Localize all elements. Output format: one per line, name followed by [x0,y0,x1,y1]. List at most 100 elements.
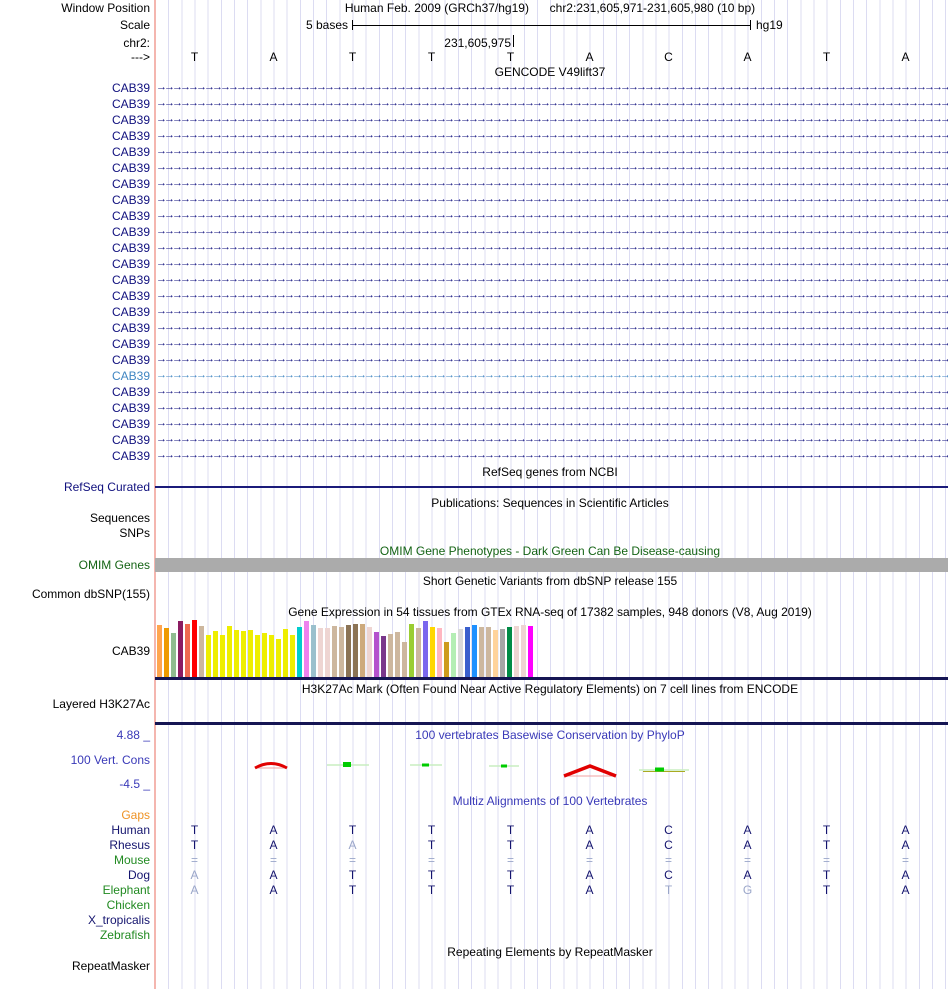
gtex-tissue-bar[interactable] [234,630,239,677]
gtex-tissue-bar[interactable] [192,620,197,677]
gtex-tissue-bar[interactable] [325,628,330,677]
gencode-gene-label[interactable]: CAB39 [111,449,150,463]
gtex-tissue-bar[interactable] [332,626,337,677]
gtex-tissue-bar[interactable] [318,628,323,677]
transcript-direction-arrows[interactable]: →→→→→→→→→→→→→→→→→→→→→→→→→→→→→→→→→→→→→→→→… [156,305,948,317]
omim-genes-label[interactable]: OMIM Genes [78,558,150,572]
gencode-gene-label[interactable]: CAB39 [111,241,150,255]
gencode-transcript-row[interactable]: CAB39 →→→→→→→→→→→→→→→→→→→→→→→→→→→→→→→→→→→… [0,416,950,432]
gtex-tissue-bar[interactable] [276,639,281,677]
gtex-tissue-bar[interactable] [528,626,533,677]
transcript-direction-arrows[interactable]: →→→→→→→→→→→→→→→→→→→→→→→→→→→→→→→→→→→→→→→→… [156,145,948,157]
gencode-transcript-row[interactable]: CAB39 →→→→→→→→→→→→→→→→→→→→→→→→→→→→→→→→→→→… [0,256,950,272]
gtex-tissue-bar[interactable] [416,628,421,677]
gtex-tissue-bar[interactable] [255,635,260,677]
conservation-label[interactable]: 100 Vert. Cons [70,753,150,767]
gtex-tissue-bar[interactable] [283,629,288,677]
gencode-transcript-row[interactable]: CAB39 →→→→→→→→→→→→→→→→→→→→→→→→→→→→→→→→→→→… [0,432,950,448]
multiz-species-label-elephant[interactable]: Elephant [102,883,150,897]
gencode-gene-label[interactable]: CAB39 [111,129,150,143]
gtex-tissue-bar[interactable] [521,625,526,677]
gtex-tissue-bar[interactable] [227,626,232,677]
gencode-gene-label[interactable]: CAB39 [111,433,150,447]
gtex-tissue-bar[interactable] [269,635,274,677]
gencode-gene-label[interactable]: CAB39 [111,113,150,127]
refseq-curated-label[interactable]: RefSeq Curated [63,480,150,494]
gencode-transcript-row[interactable]: CAB39 →→→→→→→→→→→→→→→→→→→→→→→→→→→→→→→→→→→… [0,400,950,416]
transcript-direction-arrows[interactable]: →→→→→→→→→→→→→→→→→→→→→→→→→→→→→→→→→→→→→→→→… [156,81,948,93]
gtex-tissue-bar[interactable] [199,626,204,677]
transcript-direction-arrows[interactable]: →→→→→→→→→→→→→→→→→→→→→→→→→→→→→→→→→→→→→→→→… [156,241,948,253]
gtex-tissue-bar[interactable] [241,631,246,677]
gencode-gene-label[interactable]: CAB39 [111,273,150,287]
gtex-tissue-bar[interactable] [290,635,295,677]
gtex-tissue-bar[interactable] [157,625,162,677]
gencode-gene-label[interactable]: CAB39 [111,225,150,239]
gencode-gene-label[interactable]: CAB39 [111,97,150,111]
transcript-direction-arrows[interactable]: →→→→→→→→→→→→→→→→→→→→→→→→→→→→→→→→→→→→→→→→… [156,353,948,365]
transcript-direction-arrows[interactable]: →→→→→→→→→→→→→→→→→→→→→→→→→→→→→→→→→→→→→→→→… [156,97,948,109]
gencode-gene-label[interactable]: CAB39 [111,145,150,159]
gencode-gene-label[interactable]: CAB39 [111,209,150,223]
gtex-tissue-bar[interactable] [346,625,351,677]
gencode-gene-label[interactable]: CAB39 [111,353,150,367]
gtex-tissue-bar[interactable] [465,627,470,677]
transcript-direction-arrows[interactable]: →→→→→→→→→→→→→→→→→→→→→→→→→→→→→→→→→→→→→→→→… [156,129,948,141]
gtex-tissue-bar[interactable] [423,621,428,677]
gtex-tissue-bar[interactable] [458,629,463,677]
gencode-transcript-row[interactable]: CAB39 →→→→→→→→→→→→→→→→→→→→→→→→→→→→→→→→→→→… [0,336,950,352]
multiz-alignment-row-mouse[interactable]: = = = = = = = = = = [155,853,945,867]
multiz-species-label-gaps[interactable]: Gaps [121,808,150,822]
gtex-tissue-bar[interactable] [304,621,309,677]
transcript-direction-arrows[interactable]: →→→→→→→→→→→→→→→→→→→→→→→→→→→→→→→→→→→→→→→→… [156,369,948,381]
gtex-tissue-bar[interactable] [451,633,456,677]
gtex-tissue-bar[interactable] [493,630,498,677]
gtex-tissue-bar[interactable] [381,636,386,677]
gtex-expression-barchart[interactable] [155,620,945,677]
gencode-gene-label[interactable]: CAB39 [111,401,150,415]
transcript-direction-arrows[interactable]: →→→→→→→→→→→→→→→→→→→→→→→→→→→→→→→→→→→→→→→→… [156,177,948,189]
gencode-transcript-row[interactable]: CAB39 →→→→→→→→→→→→→→→→→→→→→→→→→→→→→→→→→→→… [0,128,950,144]
gencode-gene-label[interactable]: CAB39 [111,305,150,319]
gencode-transcript-row[interactable]: CAB39 →→→→→→→→→→→→→→→→→→→→→→→→→→→→→→→→→→→… [0,272,950,288]
gencode-gene-label[interactable]: CAB39 [111,193,150,207]
multiz-species-label-zebrafish[interactable]: Zebrafish [99,928,150,942]
gencode-transcript-row[interactable]: CAB39 →→→→→→→→→→→→→→→→→→→→→→→→→→→→→→→→→→→… [0,192,950,208]
gtex-tissue-bar[interactable] [311,625,316,677]
gtex-tissue-bar[interactable] [171,633,176,677]
gtex-tissue-bar[interactable] [486,627,491,677]
transcript-direction-arrows[interactable]: →→→→→→→→→→→→→→→→→→→→→→→→→→→→→→→→→→→→→→→→… [156,273,948,285]
transcript-direction-arrows[interactable]: →→→→→→→→→→→→→→→→→→→→→→→→→→→→→→→→→→→→→→→→… [156,449,948,461]
gtex-gene-label[interactable]: CAB39 [111,644,150,658]
gencode-transcript-row[interactable]: CAB39 →→→→→→→→→→→→→→→→→→→→→→→→→→→→→→→→→→→… [0,320,950,336]
transcript-direction-arrows[interactable]: →→→→→→→→→→→→→→→→→→→→→→→→→→→→→→→→→→→→→→→→… [156,385,948,397]
gencode-transcript-row[interactable]: CAB39 →→→→→→→→→→→→→→→→→→→→→→→→→→→→→→→→→→→… [0,288,950,304]
gencode-gene-label[interactable]: CAB39 [111,177,150,191]
strand-label[interactable]: ---> [131,50,150,64]
gencode-gene-label[interactable]: CAB39 [111,321,150,335]
gencode-gene-label[interactable]: CAB39 [111,417,150,431]
gencode-gene-label[interactable]: CAB39 [111,289,150,303]
gencode-transcript-row[interactable]: CAB39 →→→→→→→→→→→→→→→→→→→→→→→→→→→→→→→→→→→… [0,240,950,256]
gtex-tissue-bar[interactable] [367,627,372,677]
gencode-transcript-row[interactable]: CAB39 →→→→→→→→→→→→→→→→→→→→→→→→→→→→→→→→→→→… [0,304,950,320]
gencode-gene-label[interactable]: CAB39 [111,161,150,175]
layered-h3k27ac-label[interactable]: Layered H3K27Ac [52,697,150,711]
gtex-tissue-bar[interactable] [514,626,519,677]
transcript-direction-arrows[interactable]: →→→→→→→→→→→→→→→→→→→→→→→→→→→→→→→→→→→→→→→→… [156,433,948,445]
gtex-tissue-bar[interactable] [297,627,302,677]
gtex-tissue-bar[interactable] [213,631,218,677]
transcript-direction-arrows[interactable]: →→→→→→→→→→→→→→→→→→→→→→→→→→→→→→→→→→→→→→→→… [156,209,948,221]
common-dbsnp-label[interactable]: Common dbSNP(155) [31,587,150,601]
sequences-label[interactable]: Sequences [89,511,150,525]
gtex-tissue-bar[interactable] [430,627,435,677]
multiz-species-label-mouse[interactable]: Mouse [113,853,150,867]
gtex-tissue-bar[interactable] [206,635,211,677]
repeatmasker-label[interactable]: RepeatMasker [71,959,150,973]
gtex-tissue-bar[interactable] [374,632,379,677]
transcript-direction-arrows[interactable]: →→→→→→→→→→→→→→→→→→→→→→→→→→→→→→→→→→→→→→→→… [156,337,948,349]
gencode-transcript-row[interactable]: CAB39 →→→→→→→→→→→→→→→→→→→→→→→→→→→→→→→→→→→… [0,448,950,464]
